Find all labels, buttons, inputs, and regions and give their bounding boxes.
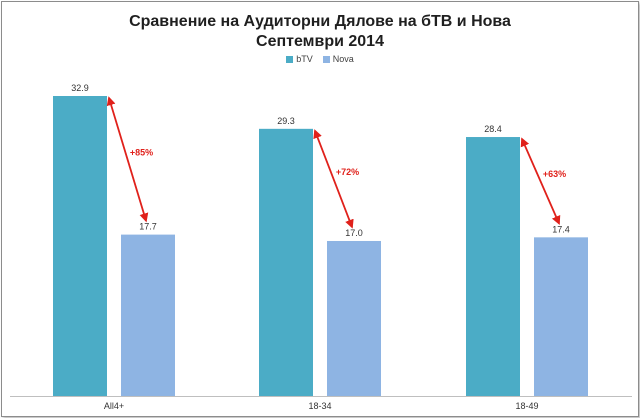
bar-btv-18-49 xyxy=(466,137,520,396)
legend-swatch-nova xyxy=(322,55,330,63)
x-tick-label-all4: All4+ xyxy=(104,401,124,411)
diff-arrow-18-34 xyxy=(313,129,354,229)
bar-nova-18-49 xyxy=(534,237,588,396)
value-label-btv-all4: 32.9 xyxy=(71,83,89,93)
legend: bTV Nova xyxy=(0,54,640,64)
diff-label-all4: +85% xyxy=(130,147,153,157)
bar-nova-all4 xyxy=(121,234,175,396)
legend-label-nova: Nova xyxy=(332,54,354,64)
value-label-nova-18-49: 17.4 xyxy=(552,224,570,234)
value-label-btv-18-49: 28.4 xyxy=(484,124,502,134)
legend-item-nova: Nova xyxy=(322,54,354,64)
diff-label-18-49: +63% xyxy=(543,169,566,179)
bar-btv-all4 xyxy=(53,96,107,396)
chart-subtitle: Септември 2014 xyxy=(256,33,384,50)
diff-label-18-34: +72% xyxy=(336,167,359,177)
value-label-nova-18-34: 17.0 xyxy=(345,228,363,238)
legend-label-btv: bTV xyxy=(296,54,313,64)
legend-swatch-btv xyxy=(286,55,294,63)
legend-item-btv: bTV xyxy=(286,54,313,64)
value-label-btv-18-34: 29.3 xyxy=(277,116,295,126)
bar-btv-18-34 xyxy=(259,128,313,396)
value-label-nova-all4: 17.7 xyxy=(139,222,157,232)
diff-arrow-18-49 xyxy=(520,137,561,225)
x-tick-label-18-49: 18-49 xyxy=(515,401,538,411)
x-tick-label-18-34: 18-34 xyxy=(308,401,331,411)
diff-arrow-all4 xyxy=(106,96,149,223)
bar-nova-18-34 xyxy=(327,240,381,396)
chart-title: Сравнение на Аудиторни Дялове на бТВ и Н… xyxy=(129,13,511,30)
